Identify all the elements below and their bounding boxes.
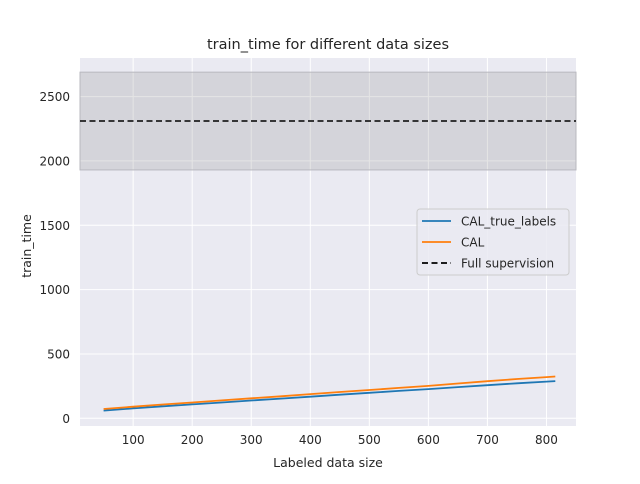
series-group — [103, 375, 556, 412]
legend-label: Full supervision — [461, 257, 554, 271]
x-tick-label: 200 — [181, 433, 204, 447]
legend-frame — [416, 208, 570, 276]
x-axis-label: Labeled data size — [273, 455, 383, 470]
legend-label: CAL — [461, 236, 485, 250]
x-tick-labels: 100 200 300 400 500 600 700 800 — [122, 433, 558, 447]
x-tick-label: 100 — [122, 433, 145, 447]
series-line-1 — [103, 375, 556, 410]
y-tick-label: 2000 — [39, 154, 70, 168]
x-tick-label: 500 — [358, 433, 381, 447]
y-axis-label: train_time — [19, 214, 34, 278]
y-tick-label: 1500 — [39, 219, 70, 233]
chart-title: train_time for different data sizes — [207, 37, 449, 53]
y-tick-label: 1000 — [39, 283, 70, 297]
y-tick-label: 2500 — [39, 90, 70, 104]
series-line-0 — [103, 380, 556, 412]
x-tick-label: 400 — [299, 433, 322, 447]
x-tick-label: 800 — [535, 433, 558, 447]
y-tick-labels: 0 500 1000 1500 2000 2500 — [39, 90, 70, 426]
y-tick-label: 500 — [47, 347, 70, 361]
legend: CAL_true_labels CAL Full supervision — [416, 208, 570, 276]
grid — [80, 58, 576, 426]
x-tick-label: 300 — [240, 433, 263, 447]
x-tick-label: 600 — [417, 433, 440, 447]
y-tick-label: 0 — [62, 412, 70, 426]
x-tick-label: 700 — [476, 433, 499, 447]
legend-label: CAL_true_labels — [461, 215, 556, 229]
